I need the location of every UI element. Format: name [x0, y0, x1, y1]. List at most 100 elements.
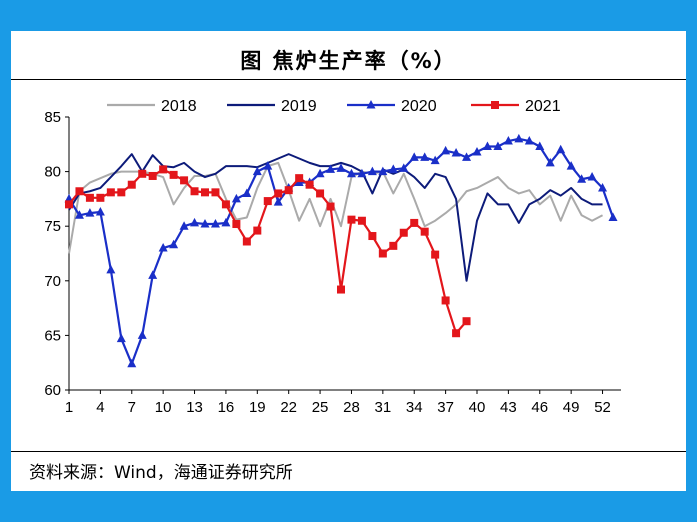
data-point-triangle: [315, 168, 325, 178]
data-point-square: [357, 216, 366, 225]
data-point-square: [399, 228, 408, 237]
data-point-triangle: [231, 193, 241, 203]
data-point-square: [169, 170, 178, 179]
series-2020: [64, 133, 618, 368]
data-point-triangle: [85, 208, 95, 217]
data-point-triangle: [326, 164, 336, 173]
data-point-square: [221, 200, 230, 209]
data-point-triangle: [545, 157, 555, 167]
data-point-triangle: [524, 136, 534, 145]
data-point-square: [410, 218, 419, 227]
x-tick-label: 28: [343, 399, 360, 416]
x-tick-label: 46: [531, 399, 548, 416]
data-point-square: [211, 188, 220, 197]
legend-item-2019: 2019: [227, 98, 317, 115]
data-point-triangle: [346, 168, 356, 178]
series-line-2019: [68, 153, 603, 282]
data-point-triangle: [158, 243, 168, 252]
legend-label: 2019: [281, 98, 317, 115]
data-point-square: [295, 174, 304, 183]
data-point-square: [127, 180, 136, 189]
data-point-square: [138, 169, 147, 178]
y-tick-label: 75: [44, 218, 61, 235]
data-point-triangle: [388, 164, 398, 173]
data-point-triangle: [221, 217, 231, 227]
data-point-triangle: [179, 221, 189, 230]
x-tick-label: 52: [594, 399, 611, 416]
data-point-square: [337, 285, 345, 294]
data-point-triangle: [263, 161, 273, 170]
line-chart: 60 65 70 75 80 85 1 4 7 10 13 16 19 22 25 28 31 34 37 40 43 4…: [44, 98, 621, 416]
data-point-triangle: [482, 141, 492, 150]
data-point-square: [190, 187, 199, 196]
data-point-triangle: [242, 188, 252, 197]
data-point-square: [148, 171, 157, 180]
axis-ticks: 60 65 70 75 80 85 1 4 7 10 13 16 19 22 25 28 31 34 37 40 43 4…: [44, 109, 611, 416]
x-tick-label: 4: [96, 399, 104, 416]
x-tick-label: 16: [218, 399, 235, 416]
data-point-triangle: [587, 172, 597, 181]
data-point-triangle: [366, 100, 376, 109]
data-point-triangle: [252, 166, 262, 176]
data-point-square: [75, 187, 84, 196]
data-point-triangle: [503, 136, 513, 145]
data-point-square: [462, 317, 471, 326]
legend-label: 2021: [525, 98, 561, 115]
data-point-triangle: [169, 239, 179, 249]
data-point-square: [253, 226, 262, 235]
y-tick-label: 70: [44, 273, 61, 290]
source-note: 资料来源：Wind，海通证券研究所: [29, 463, 293, 483]
data-point-triangle: [399, 163, 409, 172]
legend-item-2020: 2020: [347, 98, 437, 115]
legend-item-2018: 2018: [107, 98, 197, 115]
y-tick-label: 65: [44, 327, 61, 344]
y-tick-label: 60: [44, 382, 61, 399]
data-point-square: [368, 232, 377, 241]
data-point-square: [441, 296, 450, 305]
y-tick-label: 80: [44, 164, 61, 181]
data-point-triangle: [190, 217, 200, 227]
data-point-square: [347, 215, 356, 224]
data-point-square: [389, 241, 398, 250]
data-point-triangle: [472, 146, 482, 156]
data-point-triangle: [116, 333, 126, 343]
data-point-triangle: [409, 152, 419, 161]
data-point-triangle: [430, 155, 440, 165]
chart-panel: 图 焦炉生产率（%） 60 65 70 75 80 85 1 4 7 10 13 16 19 22 25 28…: [11, 31, 686, 491]
data-point-square: [263, 197, 272, 206]
data-point-square: [232, 220, 241, 229]
series-2021: [65, 165, 471, 338]
data-point-square: [284, 186, 293, 195]
data-point-square: [452, 329, 461, 338]
chart-title: 图 焦炉生产率（%）: [240, 49, 457, 73]
data-point-square: [491, 101, 499, 109]
source-divider: [11, 451, 686, 452]
data-point-triangle: [451, 148, 461, 157]
data-point-square: [316, 189, 325, 198]
x-tick-label: 37: [437, 399, 454, 416]
data-point-triangle: [273, 197, 283, 206]
x-tick-label: 43: [500, 399, 517, 416]
legend-label: 2018: [161, 98, 197, 115]
data-point-triangle: [148, 270, 158, 279]
data-point-triangle: [200, 219, 210, 228]
data-point-triangle: [420, 152, 430, 161]
data-point-square: [106, 188, 115, 197]
legend-item-2021: 2021: [471, 98, 561, 115]
data-point-triangle: [210, 219, 220, 228]
data-point-triangle: [127, 358, 137, 368]
x-tick-label: 1: [65, 399, 73, 416]
data-point-triangle: [137, 330, 147, 339]
series-line-2021: [68, 168, 468, 335]
title-divider: [11, 79, 686, 80]
data-point-square: [326, 202, 335, 211]
x-tick-label: 10: [155, 399, 172, 416]
series-2018: [68, 161, 604, 254]
data-point-square: [431, 250, 440, 259]
data-point-triangle: [378, 166, 388, 176]
data-point-square: [96, 193, 105, 202]
x-tick-label: 22: [280, 399, 297, 416]
data-point-triangle: [74, 210, 84, 219]
data-point-triangle: [367, 166, 377, 176]
data-point-square: [305, 180, 314, 189]
